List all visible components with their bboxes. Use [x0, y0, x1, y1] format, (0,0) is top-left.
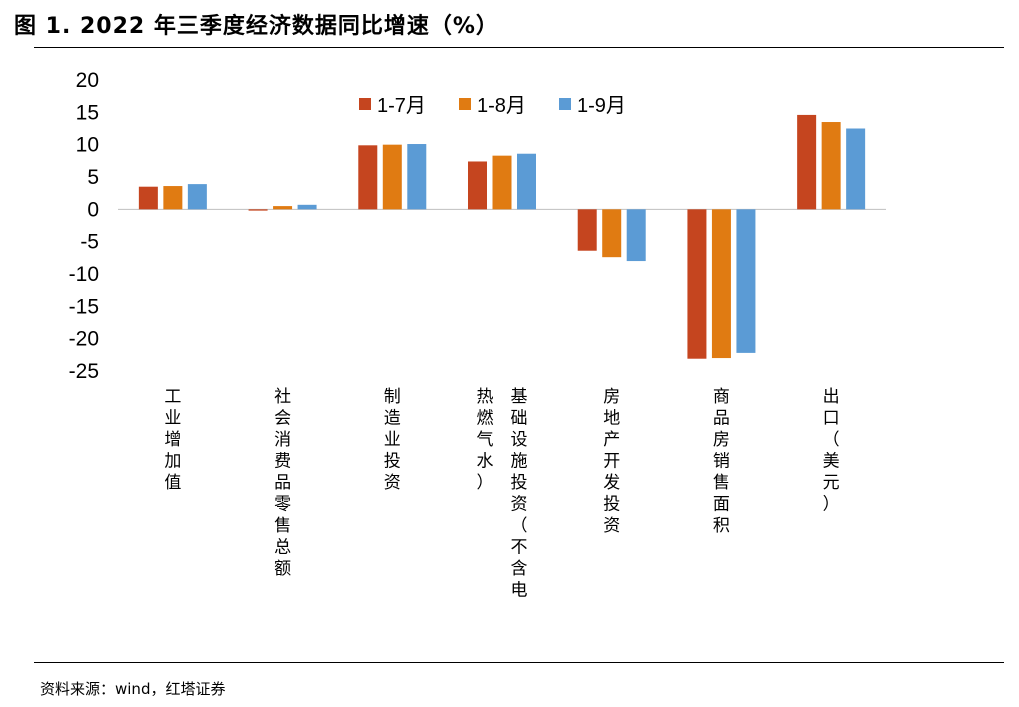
bar-series-3-cat-2 [297, 204, 317, 210]
category-label-text: 工业增加值 [164, 387, 181, 493]
legend-swatch [359, 98, 371, 110]
category-label-3: 制造业投资 [384, 387, 401, 493]
source-note: 资料来源：wind，红塔证券 [40, 680, 226, 698]
bar-series-2-cat-3 [382, 144, 402, 210]
bar-series-1-cat-7 [797, 114, 817, 210]
y-tick-label: -25 [69, 360, 99, 383]
category-label-text: 社会消费品零售总额 [274, 387, 291, 579]
category-label-text: 制造业投资 [384, 387, 401, 493]
bar-series-1-cat-1 [138, 186, 158, 210]
y-tick-label: -15 [69, 295, 99, 318]
bar-series-3-cat-3 [407, 144, 427, 210]
bar-series-2-cat-2 [273, 206, 293, 210]
y-tick-label: 5 [87, 166, 99, 189]
bar-series-2-cat-4 [492, 155, 512, 210]
bar-series-1-cat-3 [358, 145, 378, 210]
title-rule [34, 47, 1004, 48]
y-tick-label: 15 [76, 101, 99, 124]
category-label-2: 社会消费品零售总额 [274, 387, 291, 579]
y-tick-label: -20 [69, 328, 99, 351]
legend-label: 1-7月 [377, 95, 426, 117]
legend-label: 1-8月 [477, 95, 526, 117]
source-rule [34, 662, 1004, 663]
legend-label: 1-9月 [577, 95, 626, 117]
bars [138, 114, 866, 359]
y-tick-label: -10 [69, 263, 99, 286]
bar-series-2-cat-5 [602, 209, 622, 258]
category-label-text: 基础设施投资（不含电 [511, 387, 528, 601]
bar-series-1-cat-2 [248, 209, 268, 211]
category-label-text: 热燃气水） [477, 387, 494, 493]
y-tick-label: 0 [87, 198, 99, 221]
y-tick-label: 20 [76, 69, 99, 92]
legend-swatch [559, 98, 571, 110]
bar-series-2-cat-1 [163, 186, 183, 210]
bar-series-2-cat-7 [821, 122, 841, 210]
category-label-text: 房地产开发投资 [603, 387, 620, 536]
legend: 1-7月 1-8月 1-9月 [359, 95, 626, 117]
bar-series-1-cat-5 [577, 209, 597, 251]
category-label-1: 工业增加值 [164, 387, 181, 493]
bar-series-3-cat-6 [736, 209, 756, 353]
legend-swatch [459, 98, 471, 110]
bar-series-3-cat-5 [626, 209, 646, 262]
category-label-6: 商品房销售面积 [713, 387, 730, 536]
category-label-text: 商品房销售面积 [713, 387, 730, 536]
y-tick-label: 10 [76, 134, 99, 157]
bar-series-2-cat-6 [711, 209, 731, 359]
y-tick-label: -5 [80, 231, 99, 254]
bar-series-3-cat-7 [846, 128, 866, 210]
y-axis: 20 15 10 5 0 -5 -10 -15 -20 -25 [69, 69, 99, 383]
bar-series-3-cat-1 [187, 184, 207, 210]
category-label-7: 出口（美元） [823, 387, 840, 515]
category-label-5: 房地产开发投资 [603, 387, 620, 536]
bar-series-3-cat-4 [517, 153, 536, 210]
bar-series-1-cat-4 [468, 161, 487, 210]
category-label-text: 出口（美元） [823, 387, 840, 515]
chart-title: 图 1. 2022 年三季度经济数据同比增速（%） [14, 14, 499, 39]
bar-series-1-cat-6 [687, 209, 707, 359]
